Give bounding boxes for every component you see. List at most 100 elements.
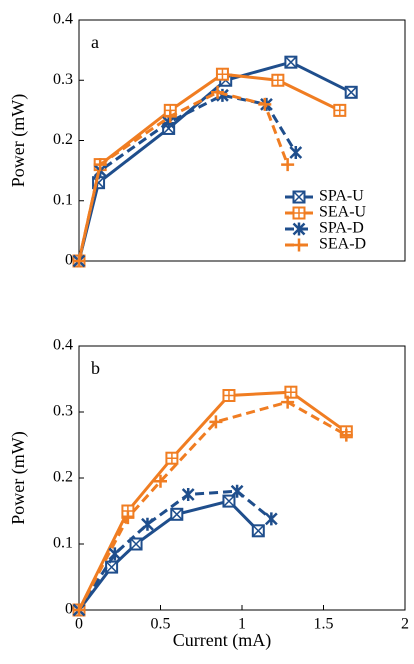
marker-cross <box>284 56 297 69</box>
marker-cross <box>130 537 143 551</box>
y-tick-label: 0.1 <box>53 535 73 552</box>
series-line <box>77 93 298 262</box>
marker <box>72 603 86 617</box>
marker-cross <box>216 68 228 80</box>
marker <box>284 55 298 69</box>
marker-cross <box>154 474 167 488</box>
marker-cross <box>72 254 86 268</box>
marker <box>271 73 285 87</box>
y-tick-label: 0.3 <box>53 71 73 88</box>
marker <box>72 254 86 268</box>
y-tick-label: 0.1 <box>53 191 73 208</box>
marker <box>141 517 154 531</box>
y-tick-label: 0.2 <box>53 469 73 486</box>
marker <box>181 488 195 501</box>
marker-cross <box>289 146 303 160</box>
y-tick-label: 0 <box>65 252 73 269</box>
marker <box>129 537 143 551</box>
marker <box>292 222 306 236</box>
marker <box>121 511 135 525</box>
x-tick-label: 0 <box>75 616 83 633</box>
marker <box>333 103 347 117</box>
marker-cross <box>334 104 346 116</box>
marker-cross <box>162 115 176 129</box>
marker-cross <box>258 97 272 111</box>
series-line <box>77 400 348 611</box>
marker <box>105 560 119 574</box>
marker <box>344 85 358 99</box>
legend-label: SPA-D <box>319 220 364 237</box>
series-line <box>77 390 348 611</box>
series-line <box>77 72 341 262</box>
marker-cross <box>272 74 284 86</box>
marker <box>264 512 278 526</box>
marker-cross <box>252 524 265 537</box>
marker <box>154 474 167 488</box>
marker-cross <box>121 511 135 525</box>
marker-cross <box>281 158 295 172</box>
panel-label: b <box>91 358 100 378</box>
y-tick-label: 0 <box>65 601 73 618</box>
marker-cross <box>339 428 353 442</box>
marker-cross <box>292 190 306 204</box>
plot-area <box>78 345 406 611</box>
marker <box>170 507 184 521</box>
marker-cross <box>170 508 183 521</box>
legend-label: SEA-D <box>319 236 366 253</box>
y-axis-label: Power (mW) <box>8 431 29 524</box>
y-tick-label: 0.3 <box>53 403 73 420</box>
marker <box>162 115 176 129</box>
marker-cross <box>141 517 154 531</box>
marker <box>163 109 177 123</box>
marker <box>215 67 229 81</box>
marker <box>292 190 306 204</box>
marker <box>222 389 236 402</box>
marker-cross <box>264 512 278 526</box>
legend-label: SPA-U <box>319 188 364 205</box>
marker <box>339 428 353 442</box>
marker-cross <box>285 386 297 398</box>
marker <box>292 206 306 220</box>
x-tick-label: 1 <box>238 616 246 633</box>
x-tick-label: 2 <box>401 616 409 633</box>
y-tick-label: 0.2 <box>53 131 73 148</box>
marker-cross <box>163 109 177 123</box>
marker-cross <box>293 207 305 219</box>
marker-cross <box>211 85 225 99</box>
series-line <box>77 90 290 262</box>
y-tick-label: 0.4 <box>53 11 73 28</box>
marker <box>281 395 295 409</box>
marker <box>93 158 107 172</box>
marker-cross <box>108 547 122 561</box>
marker-cross <box>166 452 178 464</box>
marker-cross <box>345 86 358 99</box>
legend-label: SEA-U <box>319 204 367 221</box>
marker-cross <box>292 238 306 252</box>
marker-cross <box>72 603 86 617</box>
x-axis-label: Current (mA) <box>173 630 271 651</box>
marker <box>292 238 306 252</box>
y-tick-label: 0.4 <box>53 337 73 354</box>
marker <box>289 146 303 160</box>
marker <box>222 494 236 508</box>
marker-cross <box>292 222 306 236</box>
marker-cross <box>281 395 295 409</box>
x-tick-label: 1.5 <box>314 616 334 633</box>
marker <box>165 451 179 465</box>
marker <box>211 85 225 99</box>
marker-cross <box>105 561 118 574</box>
panel-label: a <box>91 32 99 52</box>
marker-cross <box>209 415 223 429</box>
marker <box>209 415 223 429</box>
marker <box>251 524 265 538</box>
y-axis-label: Power (mW) <box>8 94 29 187</box>
marker-cross <box>223 390 235 401</box>
marker <box>108 547 122 561</box>
marker <box>230 484 244 498</box>
marker-cross <box>93 158 107 172</box>
marker-cross <box>181 488 195 501</box>
marker <box>258 97 272 111</box>
marker <box>281 158 295 172</box>
marker <box>284 385 298 399</box>
